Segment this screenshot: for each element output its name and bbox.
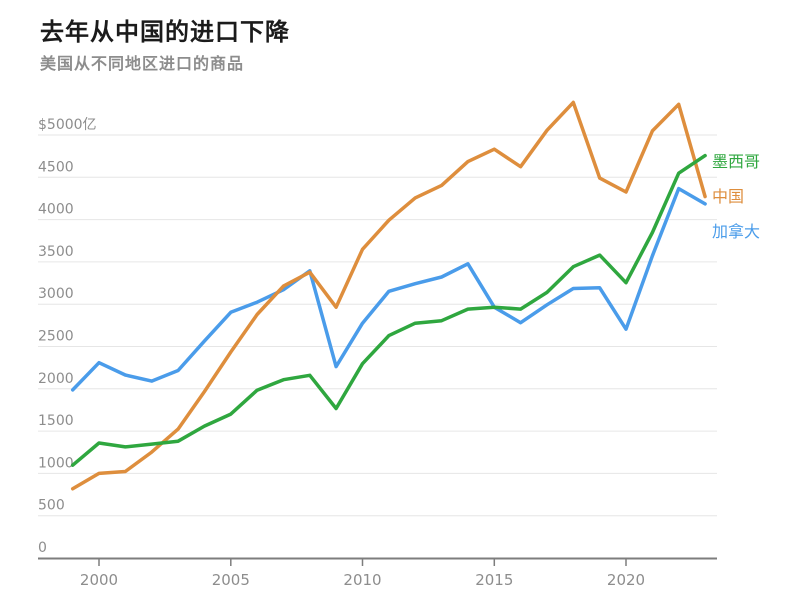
x-tick-label: 2005 [212, 571, 250, 589]
y-tick-label: 3000 [38, 286, 74, 302]
series-line-canada [70, 186, 707, 392]
x-tick-label: 2000 [80, 571, 118, 589]
y-tick-label: 0 [38, 540, 47, 556]
y-tick-label: 1000 [38, 455, 74, 471]
y-tick-label: 2500 [38, 329, 74, 345]
legend-label-china: 中国 [712, 187, 745, 206]
x-tick-label: 2010 [343, 571, 381, 589]
chart-subtitle: 美国从不同地区进口的商品 [40, 54, 245, 73]
series-line-china [70, 100, 707, 491]
legend-label-canada: 加拿大 [712, 222, 761, 241]
y-tick-label: 2000 [38, 371, 74, 387]
y-tick-label: 4000 [38, 202, 74, 218]
y-tick-label: 3500 [38, 244, 74, 260]
y-tick-label: 1500 [38, 413, 74, 429]
x-tick-label: 2015 [475, 571, 513, 589]
x-tick-label: 2020 [607, 571, 645, 589]
y-tick-label: 4500 [38, 159, 74, 175]
series-line-mexico [70, 153, 707, 467]
y-tick-label: 500 [38, 498, 65, 514]
legend-label-mexico: 墨西哥 [712, 152, 761, 171]
chart-title: 去年从中国的进口下降 [40, 18, 290, 46]
y-tick-label: $5000亿 [38, 117, 97, 133]
